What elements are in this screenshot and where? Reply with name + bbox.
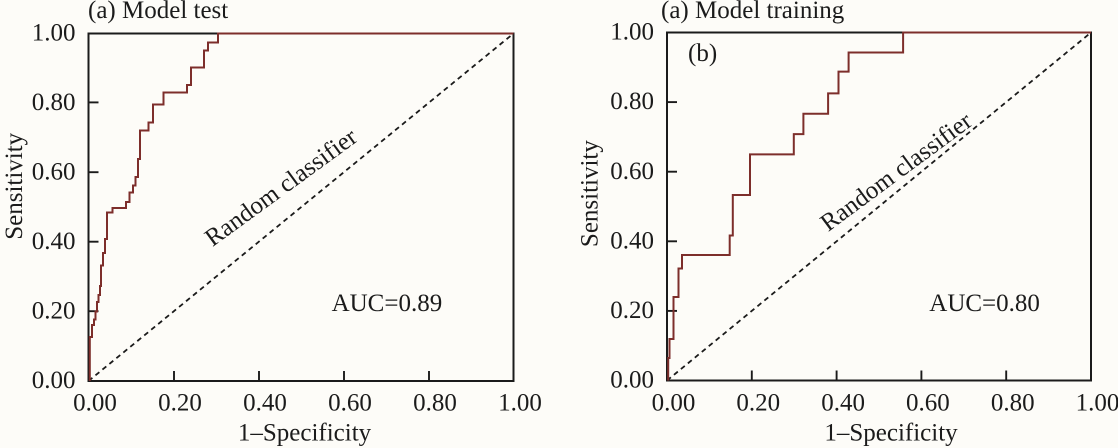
- svg-text:0.20: 0.20: [158, 390, 202, 417]
- svg-text:Random classifier: Random classifier: [200, 123, 363, 252]
- svg-text:1.00: 1.00: [32, 19, 76, 46]
- svg-text:0.60: 0.60: [328, 390, 372, 417]
- svg-text:0.40: 0.40: [32, 228, 76, 255]
- svg-text:0.00: 0.00: [652, 390, 696, 417]
- svg-text:(a) Model test: (a) Model test: [88, 0, 228, 24]
- svg-text:1.00: 1.00: [498, 390, 542, 417]
- svg-text:0.60: 0.60: [32, 158, 76, 185]
- svg-text:1.00: 1.00: [610, 19, 654, 46]
- svg-text:0.40: 0.40: [610, 227, 654, 254]
- svg-text:0.60: 0.60: [610, 158, 654, 185]
- svg-text:0.20: 0.20: [736, 390, 780, 417]
- svg-text:Random classifier: Random classifier: [816, 107, 978, 237]
- svg-text:0.20: 0.20: [32, 297, 76, 324]
- svg-text:1.00: 1.00: [1076, 390, 1118, 417]
- svg-text:0.80: 0.80: [32, 89, 76, 116]
- svg-text:0.20: 0.20: [610, 297, 654, 324]
- svg-text:0.00: 0.00: [32, 367, 76, 394]
- svg-text:0.00: 0.00: [73, 390, 117, 417]
- svg-text:AUC=0.89: AUC=0.89: [332, 290, 443, 317]
- svg-text:0.80: 0.80: [413, 390, 457, 417]
- svg-text:(b): (b): [688, 40, 717, 67]
- svg-text:0.80: 0.80: [610, 88, 654, 115]
- svg-text:Sensitivity: Sensitivity: [1, 132, 28, 239]
- svg-text:0.40: 0.40: [821, 390, 865, 417]
- svg-text:1–Specificity: 1–Specificity: [238, 420, 372, 447]
- svg-text:AUC=0.80: AUC=0.80: [929, 290, 1040, 317]
- svg-text:Sensitivity: Sensitivity: [577, 140, 604, 247]
- svg-text:0.40: 0.40: [243, 390, 287, 417]
- svg-text:0.00: 0.00: [610, 367, 654, 394]
- svg-text:0.80: 0.80: [991, 390, 1035, 417]
- svg-text:1–Specificity: 1–Specificity: [824, 420, 958, 447]
- svg-text:(a) Model training: (a) Model training: [661, 0, 845, 24]
- svg-text:0.60: 0.60: [906, 390, 950, 417]
